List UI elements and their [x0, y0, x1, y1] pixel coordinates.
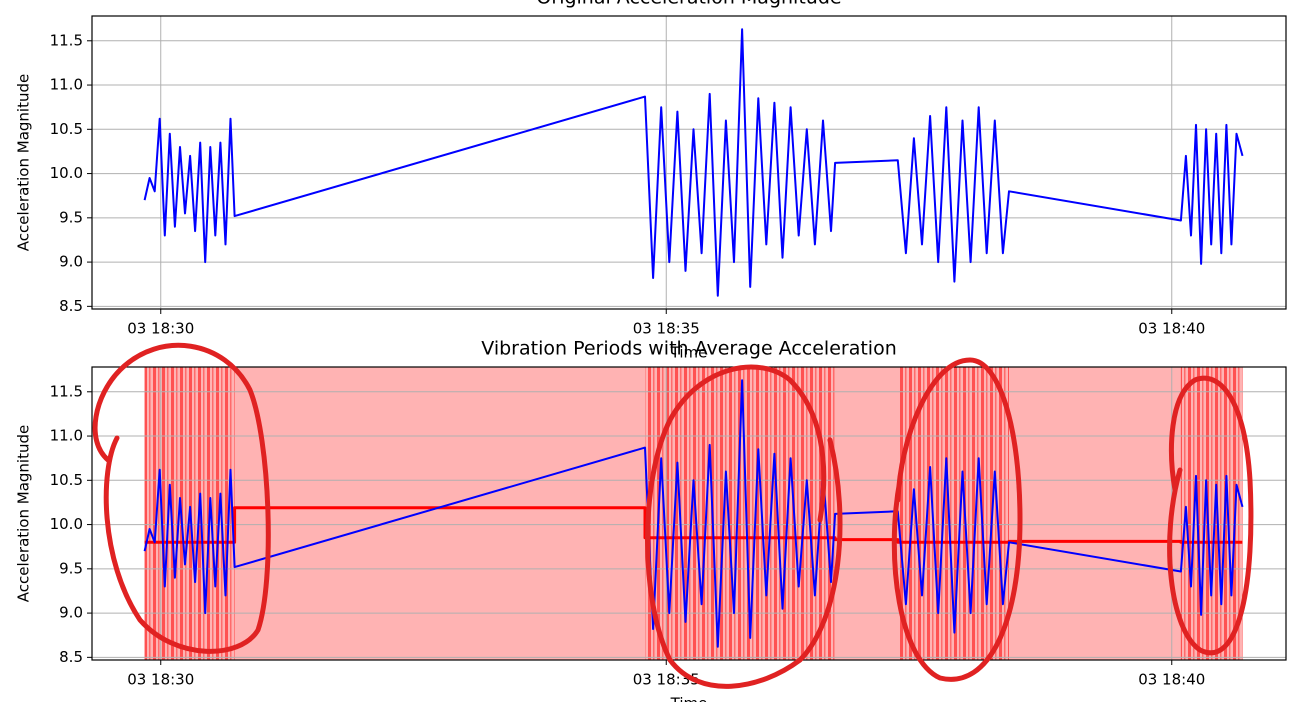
y-tick-label: 9.5: [59, 208, 83, 226]
x-axis-label: Time: [670, 695, 708, 702]
y-tick-label: 9.5: [59, 559, 83, 577]
y-tick-label: 10.0: [50, 515, 83, 533]
vibration-span: [1180, 367, 1243, 660]
y-tick-label: 8.5: [59, 297, 83, 315]
hand-annotations: [92, 342, 1254, 689]
average-line: [144, 506, 1243, 544]
y-tick-label: 11.0: [50, 427, 83, 445]
y-tick-label: 10.5: [50, 471, 83, 489]
y-tick-label: 8.5: [59, 648, 83, 666]
y-tick-label: 11.0: [50, 76, 83, 94]
x-axis-label: Time: [670, 344, 708, 362]
plot-frame: [91, 15, 1287, 310]
acceleration-line: [143, 28, 1244, 297]
y-axis-label: Acceleration Magnitude: [15, 74, 33, 251]
y-axis-label: Acceleration Magnitude: [15, 425, 33, 602]
plot-frame: [91, 366, 1287, 661]
y-tick-label: 11.5: [50, 382, 83, 400]
x-tick-label: 03 18:30: [127, 320, 194, 338]
x-tick-label: 03 18:35: [633, 320, 700, 338]
chart-title: Original Acceleration Magnitude: [536, 0, 841, 9]
y-tick-label: 9.0: [59, 604, 83, 622]
acceleration-line: [143, 379, 1244, 648]
y-tick-label: 10.5: [50, 120, 83, 138]
x-tick-label: 03 18:30: [127, 671, 194, 689]
y-tick-label: 10.0: [50, 164, 83, 182]
chart-title: Vibration Periods with Average Accelerat…: [481, 338, 896, 360]
x-tick-label: 03 18:40: [1138, 320, 1205, 338]
x-tick-label: 03 18:40: [1138, 671, 1205, 689]
y-tick-label: 9.0: [59, 253, 83, 271]
y-tick-label: 11.5: [50, 31, 83, 49]
